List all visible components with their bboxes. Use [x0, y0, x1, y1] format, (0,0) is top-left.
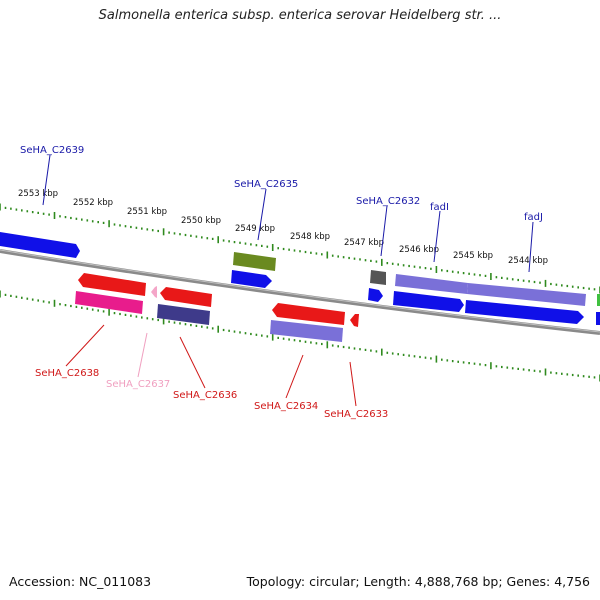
- reverse-label-lines: [65, 324, 357, 407]
- kbp-label: 2552 kbp: [73, 198, 113, 208]
- gene-block-olive[interactable]: [233, 252, 276, 271]
- gene-block-purple-fadI[interactable]: [395, 274, 468, 294]
- leader-line: [179, 336, 206, 389]
- reverse-genes: [75, 273, 359, 342]
- leader-line: [528, 221, 534, 273]
- kbp-label: 2546 kbp: [399, 245, 439, 255]
- gene-arrow-blue-2635[interactable]: [231, 270, 272, 288]
- forward-genes: [0, 232, 600, 325]
- leader-line: [349, 361, 357, 407]
- gene-label-SeHA_C2638[interactable]: SeHA_C2638: [35, 368, 99, 379]
- gene-label-SeHA_C2636[interactable]: SeHA_C2636: [173, 390, 237, 401]
- gene-block-blue-edge[interactable]: [596, 312, 600, 325]
- gene-label-SeHA_C2635[interactable]: SeHA_C2635: [234, 179, 298, 190]
- kbp-label: 2547 kbp: [344, 238, 384, 248]
- kbp-label: 2545 kbp: [453, 251, 493, 261]
- forward-gene-labels: SeHA_C2639 SeHA_C2635 SeHA_C2632 fadI fa…: [20, 145, 543, 223]
- gene-block-purple-fadJ[interactable]: [467, 283, 586, 306]
- leader-line: [285, 354, 304, 399]
- kbp-label: 2548 kbp: [290, 232, 330, 242]
- leader-line: [380, 205, 388, 257]
- leader-line: [257, 188, 267, 241]
- gene-label-fadJ[interactable]: fadJ: [524, 212, 543, 223]
- gene-label-SeHA_C2637[interactable]: SeHA_C2637: [106, 379, 170, 390]
- leader-line: [65, 324, 105, 367]
- gene-block-purple-2634[interactable]: [270, 320, 343, 342]
- gene-label-SeHA_C2634[interactable]: SeHA_C2634: [254, 401, 318, 412]
- leader-line: [433, 210, 441, 263]
- gene-label-SeHA_C2639[interactable]: SeHA_C2639: [20, 145, 84, 156]
- gene-arrow-red-2634[interactable]: [272, 303, 345, 325]
- gene-arrow-red-2638[interactable]: [78, 273, 146, 296]
- accession-text: Accession: NC_011083: [9, 574, 152, 589]
- gene-block-navy-2636[interactable]: [157, 304, 210, 325]
- forward-label-lines: [42, 154, 534, 273]
- gene-block-green-edge[interactable]: [597, 294, 600, 306]
- gene-arrow-red-2636[interactable]: [160, 287, 212, 307]
- leader-line: [42, 154, 51, 206]
- kbp-labels: 2553 kbp 2552 kbp 2551 kbp 2550 kbp 2549…: [18, 189, 548, 266]
- gene-block-magenta-2638[interactable]: [75, 291, 143, 314]
- gene-arrow-blue-fadJ[interactable]: [465, 300, 584, 324]
- gene-arrow-blue-fadI[interactable]: [393, 291, 464, 312]
- map-title: Salmonella enterica subsp. enterica sero…: [98, 8, 502, 23]
- gene-label-SeHA_C2633[interactable]: SeHA_C2633: [324, 409, 388, 420]
- kbp-label: 2551 kbp: [127, 207, 167, 217]
- gene-arrow-blue-left[interactable]: [0, 232, 80, 258]
- reverse-gene-labels: SeHA_C2638 SeHA_C2637 SeHA_C2636 SeHA_C2…: [35, 368, 388, 420]
- tick-marks: [0, 203, 600, 382]
- kbp-label: 2544 kbp: [508, 256, 548, 266]
- gene-arrow-blue-2632[interactable]: [368, 288, 383, 302]
- gene-block-grey[interactable]: [370, 270, 386, 285]
- kbp-label: 2550 kbp: [181, 216, 221, 226]
- gene-label-SeHA_C2632[interactable]: SeHA_C2632: [356, 196, 420, 207]
- backbone-highlight: [0, 249, 600, 333]
- gene-arrow-red-2633[interactable]: [350, 314, 359, 327]
- topology-text: Topology: circular; Length: 4,888,768 bp…: [246, 574, 590, 589]
- gene-label-fadI[interactable]: fadI: [430, 202, 449, 213]
- leader-line: [137, 332, 148, 378]
- kbp-label: 2549 kbp: [235, 224, 275, 234]
- kbp-label: 2553 kbp: [18, 189, 58, 199]
- gene-arrow-pink-2637[interactable]: [151, 286, 157, 298]
- genome-backbone: [0, 249, 600, 335]
